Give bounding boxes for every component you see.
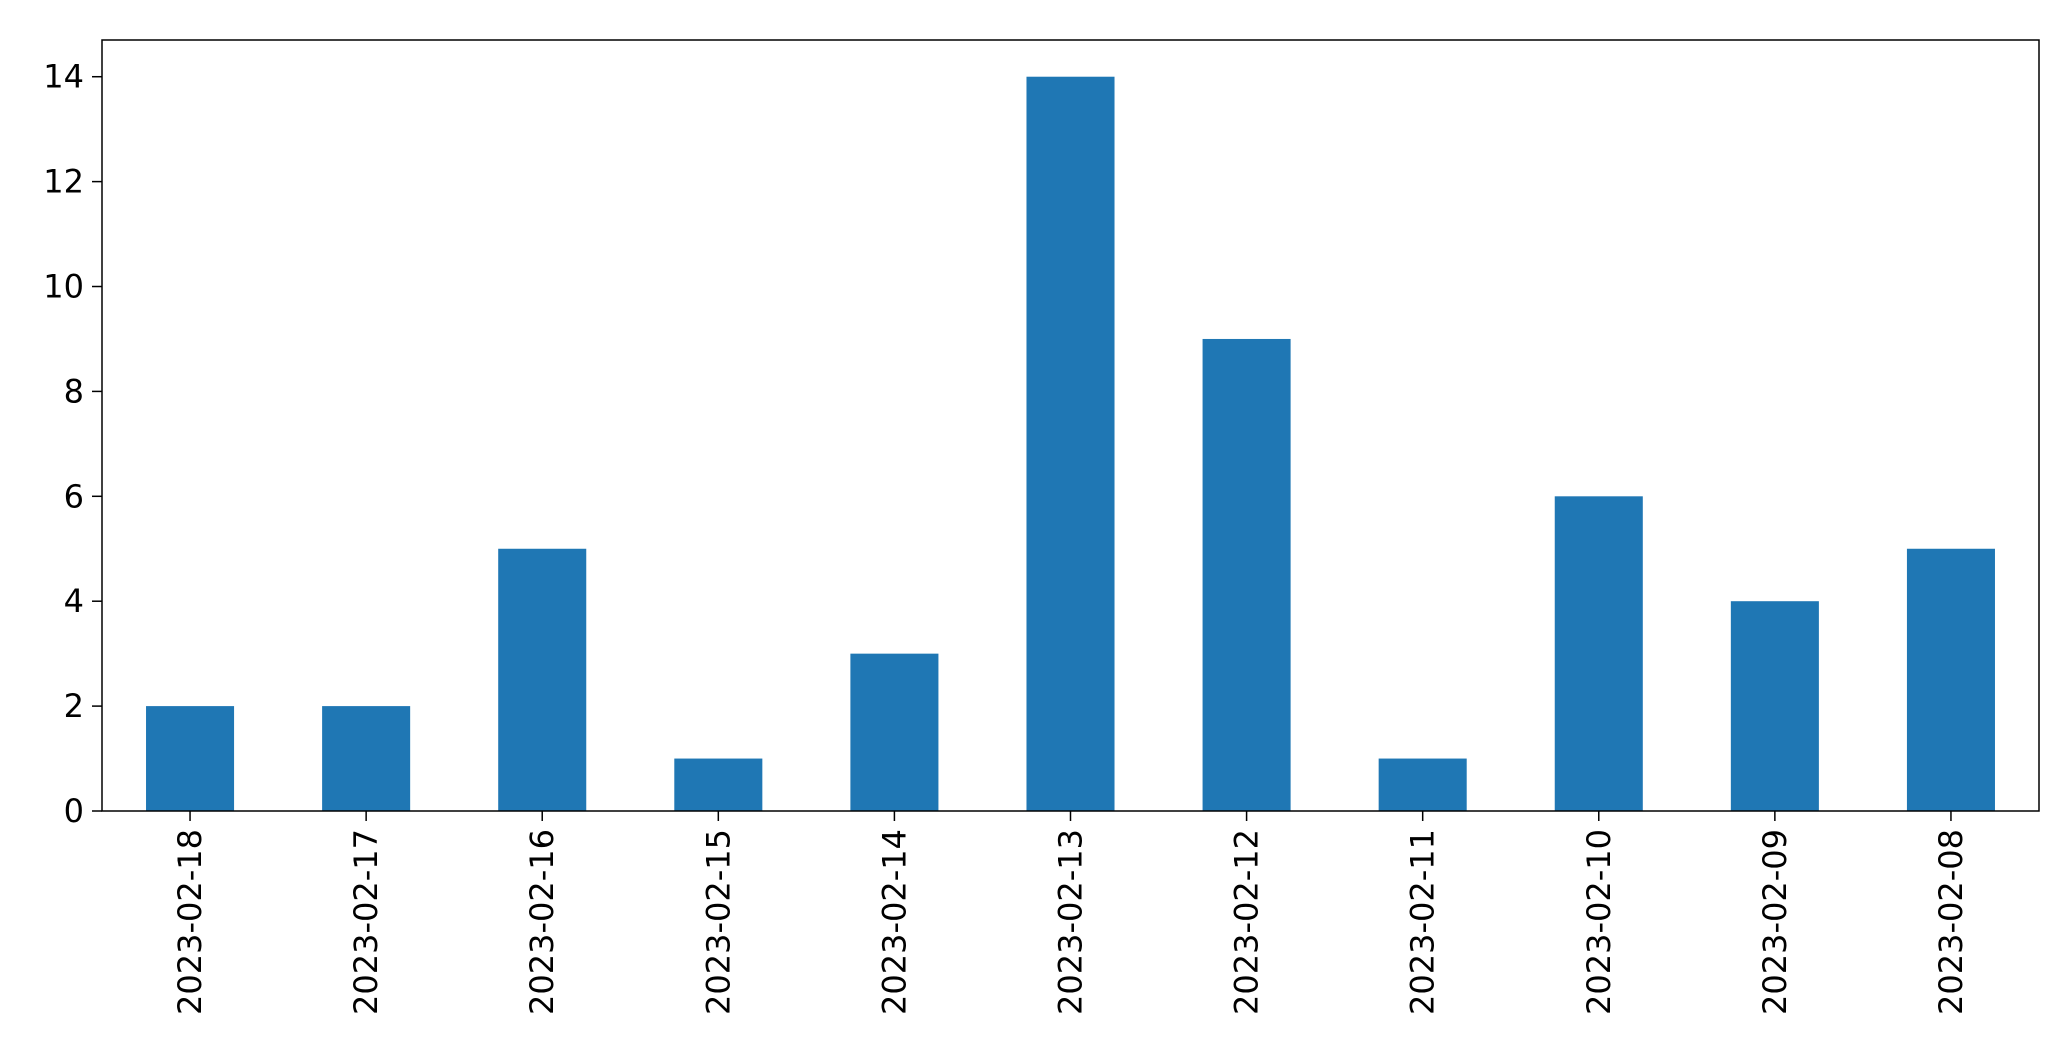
plot-frame bbox=[101, 39, 2040, 812]
bar-2023-02-18 bbox=[146, 706, 235, 811]
y-tick-label: 6 bbox=[64, 477, 84, 515]
bar-2023-02-14 bbox=[850, 653, 939, 811]
y-tick-label: 2 bbox=[64, 687, 84, 725]
bar-2023-02-08 bbox=[1906, 548, 1995, 811]
x-axis: 2023-02-18 2023-02-17 2023-02-16 2023-02-15… bbox=[171, 811, 1970, 1015]
y-tick-label: 0 bbox=[64, 792, 84, 830]
x-tick-label: 2023-02-15 bbox=[699, 829, 737, 1015]
x-tick-label: 2023-02-17 bbox=[347, 829, 385, 1015]
bar-2023-02-17 bbox=[322, 706, 411, 811]
bar-2023-02-09 bbox=[1730, 601, 1819, 811]
x-tick-label: 2023-02-11 bbox=[1404, 829, 1442, 1015]
bar-2023-02-15 bbox=[674, 758, 763, 811]
y-tick-label: 12 bbox=[43, 163, 84, 201]
bars-group bbox=[146, 76, 1995, 811]
x-tick-label: 2023-02-12 bbox=[1228, 829, 1266, 1015]
x-tick-label: 2023-02-18 bbox=[171, 829, 209, 1015]
x-tick-label: 2023-02-16 bbox=[523, 829, 561, 1015]
y-tick-label: 14 bbox=[43, 58, 84, 96]
x-tick-label: 2023-02-14 bbox=[875, 829, 913, 1015]
y-tick-label: 10 bbox=[43, 268, 84, 306]
bar-2023-02-16 bbox=[498, 548, 587, 811]
bar-2023-02-10 bbox=[1554, 496, 1643, 811]
bar-2023-02-12 bbox=[1202, 338, 1291, 811]
y-tick-label: 8 bbox=[64, 372, 84, 410]
y-tick-label: 4 bbox=[64, 582, 84, 620]
bar-2023-02-13 bbox=[1026, 76, 1115, 811]
x-tick-label: 2023-02-08 bbox=[1932, 829, 1970, 1015]
x-tick-label: 2023-02-09 bbox=[1756, 829, 1794, 1015]
x-tick-label: 2023-02-10 bbox=[1580, 829, 1618, 1015]
y-axis: 0 2 4 6 8 10 12 14 bbox=[43, 58, 102, 830]
bar-2023-02-11 bbox=[1378, 758, 1467, 811]
x-tick-label: 2023-02-13 bbox=[1052, 829, 1090, 1015]
